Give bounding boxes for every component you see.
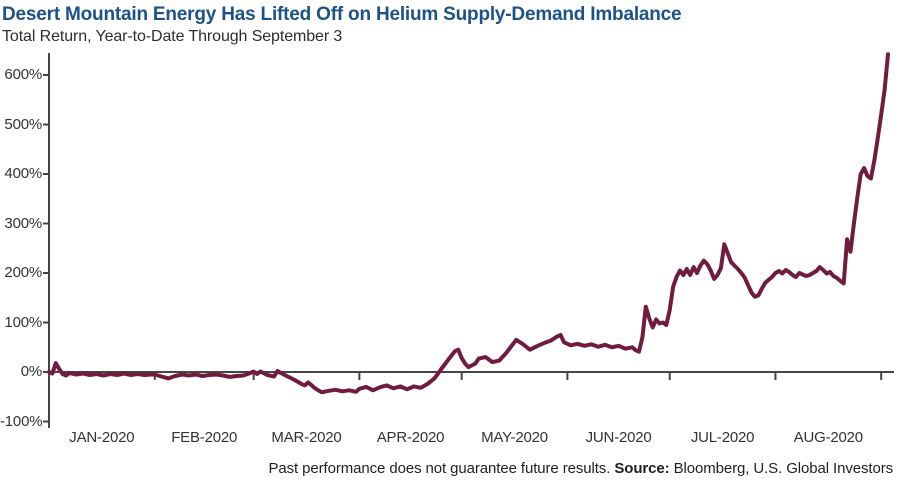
y-tick-label: -100% [0, 412, 43, 430]
footer-disclaimer: Past performance does not guarantee futu… [268, 460, 611, 477]
y-tick-label: 0% [20, 363, 42, 380]
y-tick-label: 400% [4, 165, 42, 182]
chart-footer: Past performance does not guarantee futu… [269, 460, 894, 477]
y-tick-label: 300% [4, 214, 42, 232]
footer-source-label: Source: [614, 460, 670, 477]
chart-title: Desert Mountain Energy Has Lifted Off on… [2, 4, 682, 25]
x-tick-label: JUL-2020 [690, 429, 755, 446]
y-tick-label: 600% [4, 66, 42, 83]
x-tick-label: JAN-2020 [69, 429, 135, 446]
x-tick-label: MAR-2020 [271, 429, 342, 446]
x-tick-label: MAY-2020 [481, 429, 548, 446]
x-tick-label: JUN-2020 [585, 429, 652, 446]
y-tick-label: 500% [4, 115, 42, 133]
y-axis-labels: 600% 500% 400% 300% 200% 100% 0% -100% [0, 0, 44, 482]
y-tick-label: 100% [4, 313, 42, 331]
y-tick-label: 200% [4, 264, 42, 281]
x-tick-label: FEB-2020 [171, 429, 238, 446]
x-axis-labels: JAN-2020 FEB-2020 MAR-2020 APR-2020 MAY-2020… [0, 429, 900, 449]
x-tick-label: AUG-2020 [793, 429, 863, 446]
chart-subtitle: Total Return, Year-to-Date Through Septe… [2, 28, 343, 45]
x-tick-label: APR-2020 [376, 429, 445, 446]
footer-source-text: Bloomberg, U.S. Global Investors [673, 460, 894, 477]
total-return-line [47, 52, 890, 395]
